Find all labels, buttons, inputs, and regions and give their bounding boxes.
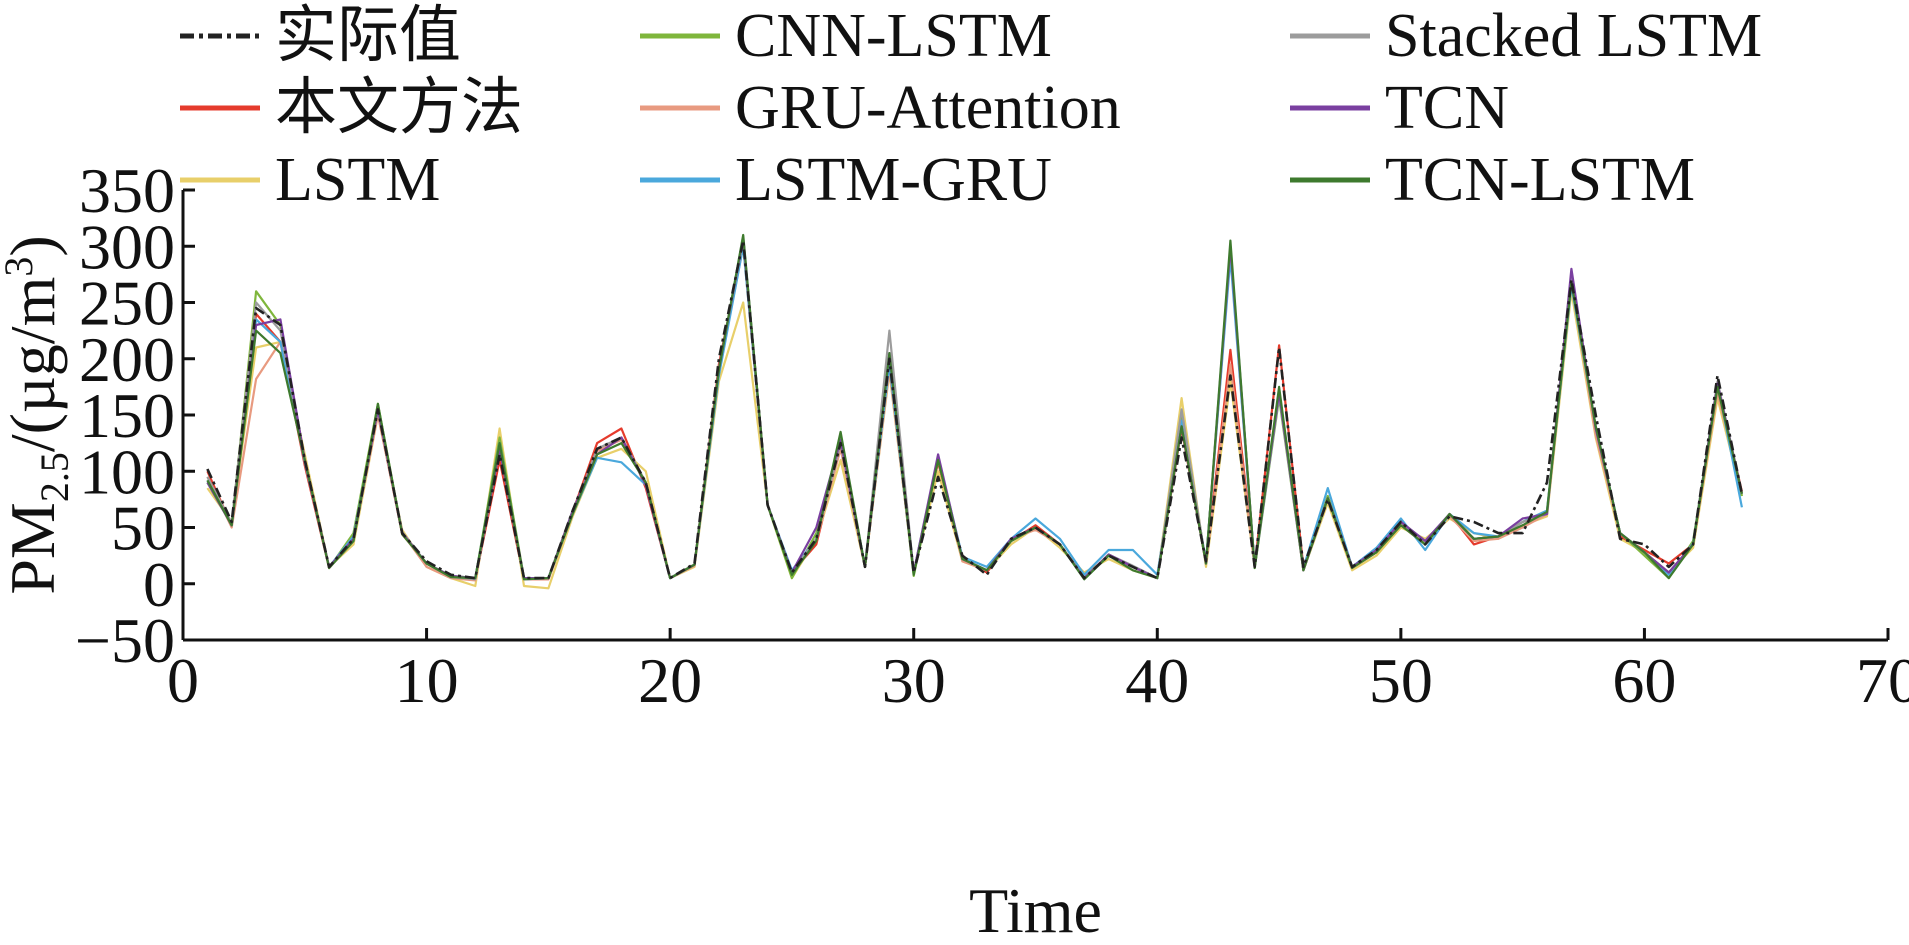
series-line-8 [206,233,1743,581]
y-axis-title-superscript: 3 [0,257,41,277]
series-line-2 [206,290,1743,590]
y-axis-title-main: PM [0,502,68,595]
y-axis-title: PM2.5/(µg/m3) [0,235,77,594]
legend-label-3: CNN-LSTM [735,2,1052,70]
x-tick-label: 60 [1612,645,1676,716]
legend-label-0: 实际值 [275,2,461,70]
x-axis-title: Time [969,875,1102,945]
y-axis-title-unit: /(µg/m [0,277,68,453]
series-line-6 [206,239,1743,581]
x-tick-label: 0 [167,645,199,716]
y-tick-label: 350 [79,155,175,226]
legend-label-6: Stacked LSTM [1385,2,1762,70]
y-tick-label: 50 [111,493,175,564]
x-tick-label: 30 [882,645,946,716]
x-ticks: 0 10 20 30 40 50 60 70 [167,628,1909,716]
y-tick-label: 0 [143,549,175,620]
legend-label-7: TCN [1385,74,1509,142]
legend-label-8: TCN-LSTM [1385,146,1695,214]
legend-label-4: GRU-Attention [735,74,1121,142]
y-axis-title-close: ) [0,235,68,256]
y-tick-label: 100 [79,436,175,507]
series-layer [206,233,1744,590]
y-tick-label: 250 [79,268,175,339]
x-tick-label: 50 [1369,645,1433,716]
series-line-7 [206,236,1743,580]
legend-label-2: LSTM [275,146,440,214]
x-tick-label: 40 [1125,645,1189,716]
legend-label-5: LSTM-GRU [735,146,1052,214]
x-tick-label: 20 [638,645,702,716]
y-tick-label: 150 [79,380,175,451]
legend-label-1: 本文方法 [275,74,523,142]
x-tick-label: 70 [1856,645,1909,716]
x-tick-label: 10 [395,645,459,716]
y-axis-title-subscript: 2.5 [32,452,77,502]
y-tick-label: −50 [75,605,175,676]
y-tick-label: 300 [79,211,175,282]
y-tick-label: 200 [79,324,175,395]
